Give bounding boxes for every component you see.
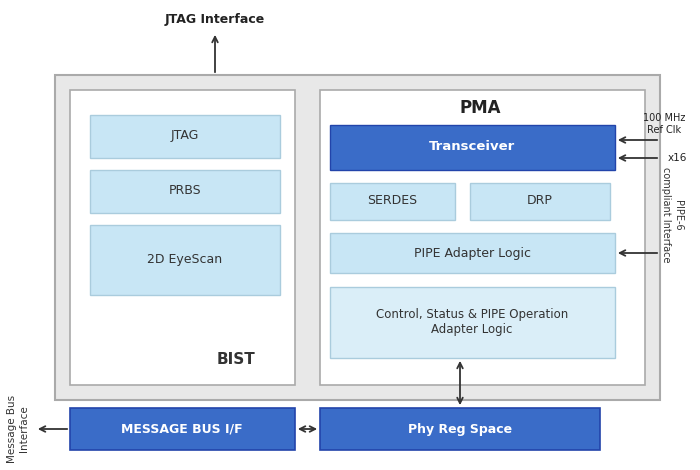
Text: PRBS: PRBS (169, 185, 202, 197)
Text: Message Bus
Interface: Message Bus Interface (7, 395, 29, 463)
Text: Transceiver: Transceiver (429, 141, 515, 154)
Text: BIST: BIST (216, 352, 255, 367)
Bar (320, 90, 645, 385)
Text: x16: x16 (668, 153, 687, 163)
Bar (55, 75, 660, 400)
Text: PIPE Adapter Logic: PIPE Adapter Logic (414, 246, 531, 259)
Bar (470, 183, 610, 220)
Text: 100 MHz
Ref Clk: 100 MHz Ref Clk (643, 113, 685, 135)
Text: DRP: DRP (527, 195, 553, 207)
Bar (70, 90, 295, 385)
Bar (330, 183, 455, 220)
Bar (330, 287, 615, 358)
Text: MESSAGE BUS I/F: MESSAGE BUS I/F (121, 423, 243, 436)
Text: Phy Reg Space: Phy Reg Space (408, 423, 512, 436)
Text: PMA: PMA (459, 99, 500, 117)
Bar (90, 225, 280, 295)
Text: SERDES: SERDES (367, 195, 417, 207)
Bar (90, 170, 280, 213)
Bar (320, 408, 600, 450)
Text: 2D EyeScan: 2D EyeScan (148, 253, 223, 266)
Bar (330, 233, 615, 273)
Text: PIPE-6
compliant Interface: PIPE-6 compliant Interface (662, 167, 682, 263)
Text: JTAG: JTAG (171, 130, 199, 142)
Text: JTAG Interface: JTAG Interface (165, 14, 265, 26)
Bar (90, 115, 280, 158)
Bar (330, 125, 615, 170)
Bar (70, 408, 295, 450)
Text: Control, Status & PIPE Operation
Adapter Logic: Control, Status & PIPE Operation Adapter… (376, 308, 568, 336)
